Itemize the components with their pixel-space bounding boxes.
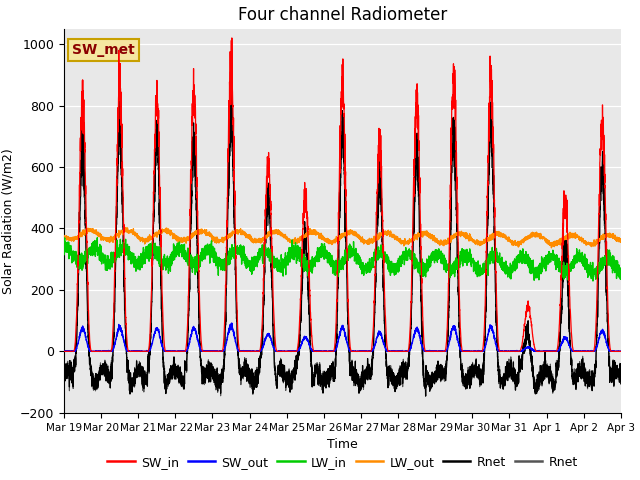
Text: SW_met: SW_met bbox=[72, 43, 135, 57]
X-axis label: Time: Time bbox=[327, 438, 358, 451]
Legend: SW_in, SW_out, LW_in, LW_out, Rnet, Rnet: SW_in, SW_out, LW_in, LW_out, Rnet, Rnet bbox=[102, 451, 582, 474]
Y-axis label: Solar Radiation (W/m2): Solar Radiation (W/m2) bbox=[1, 148, 14, 294]
Title: Four channel Radiometer: Four channel Radiometer bbox=[238, 6, 447, 24]
